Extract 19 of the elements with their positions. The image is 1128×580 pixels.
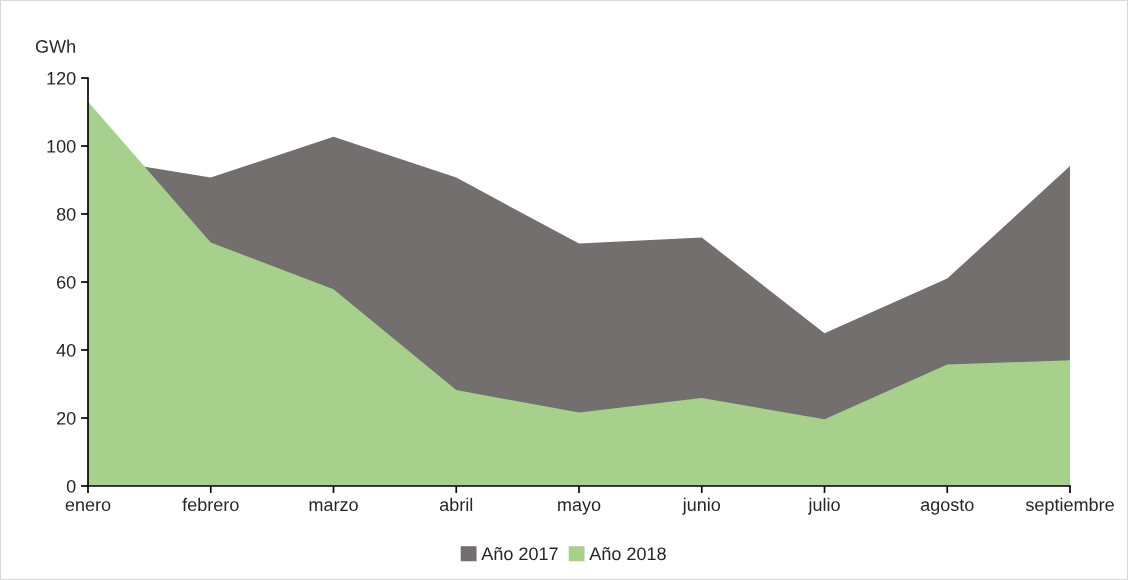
x-tick-label: agosto [920,499,974,515]
x-tick-label: septiembre [1025,497,1114,515]
legend-label: Año 2018 [589,547,666,561]
x-tick-label: enero [65,501,111,512]
y-tick-label: 100 [47,139,76,153]
y-tick-label: 0 [66,479,76,493]
y-axis-title: GWh [35,39,75,53]
x-tick-label: marzo [309,501,358,512]
y-tick-label: 20 [57,411,76,425]
x-tick-label: junio [682,497,721,515]
x-tick-label: abril [439,497,473,512]
legend-label: Año 2017 [481,547,558,561]
y-tick-label: 80 [56,207,76,221]
y-tick-label: 60 [57,275,76,289]
y-tick-label: 120 [47,71,76,85]
x-tick-label: febrero [182,497,239,512]
x-tick-label: julio [808,497,840,515]
x-tick-label: mayo [558,501,601,515]
y-tick-label: 40 [56,343,76,357]
